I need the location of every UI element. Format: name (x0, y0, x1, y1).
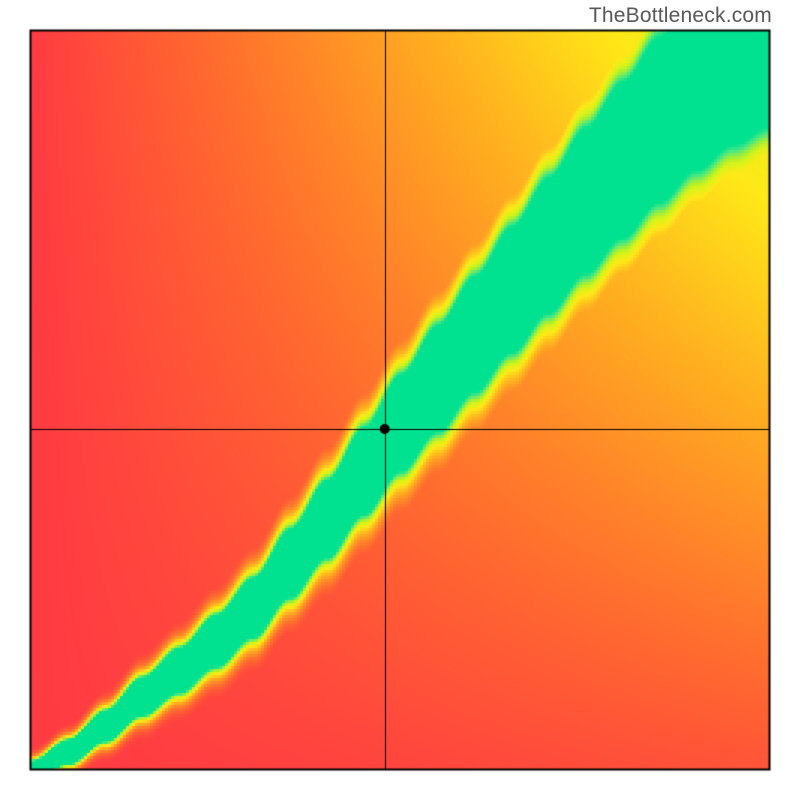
chart-container: TheBottleneck.com (0, 0, 800, 800)
bottleneck-heatmap (0, 0, 800, 800)
watermark-text: TheBottleneck.com (589, 4, 772, 28)
